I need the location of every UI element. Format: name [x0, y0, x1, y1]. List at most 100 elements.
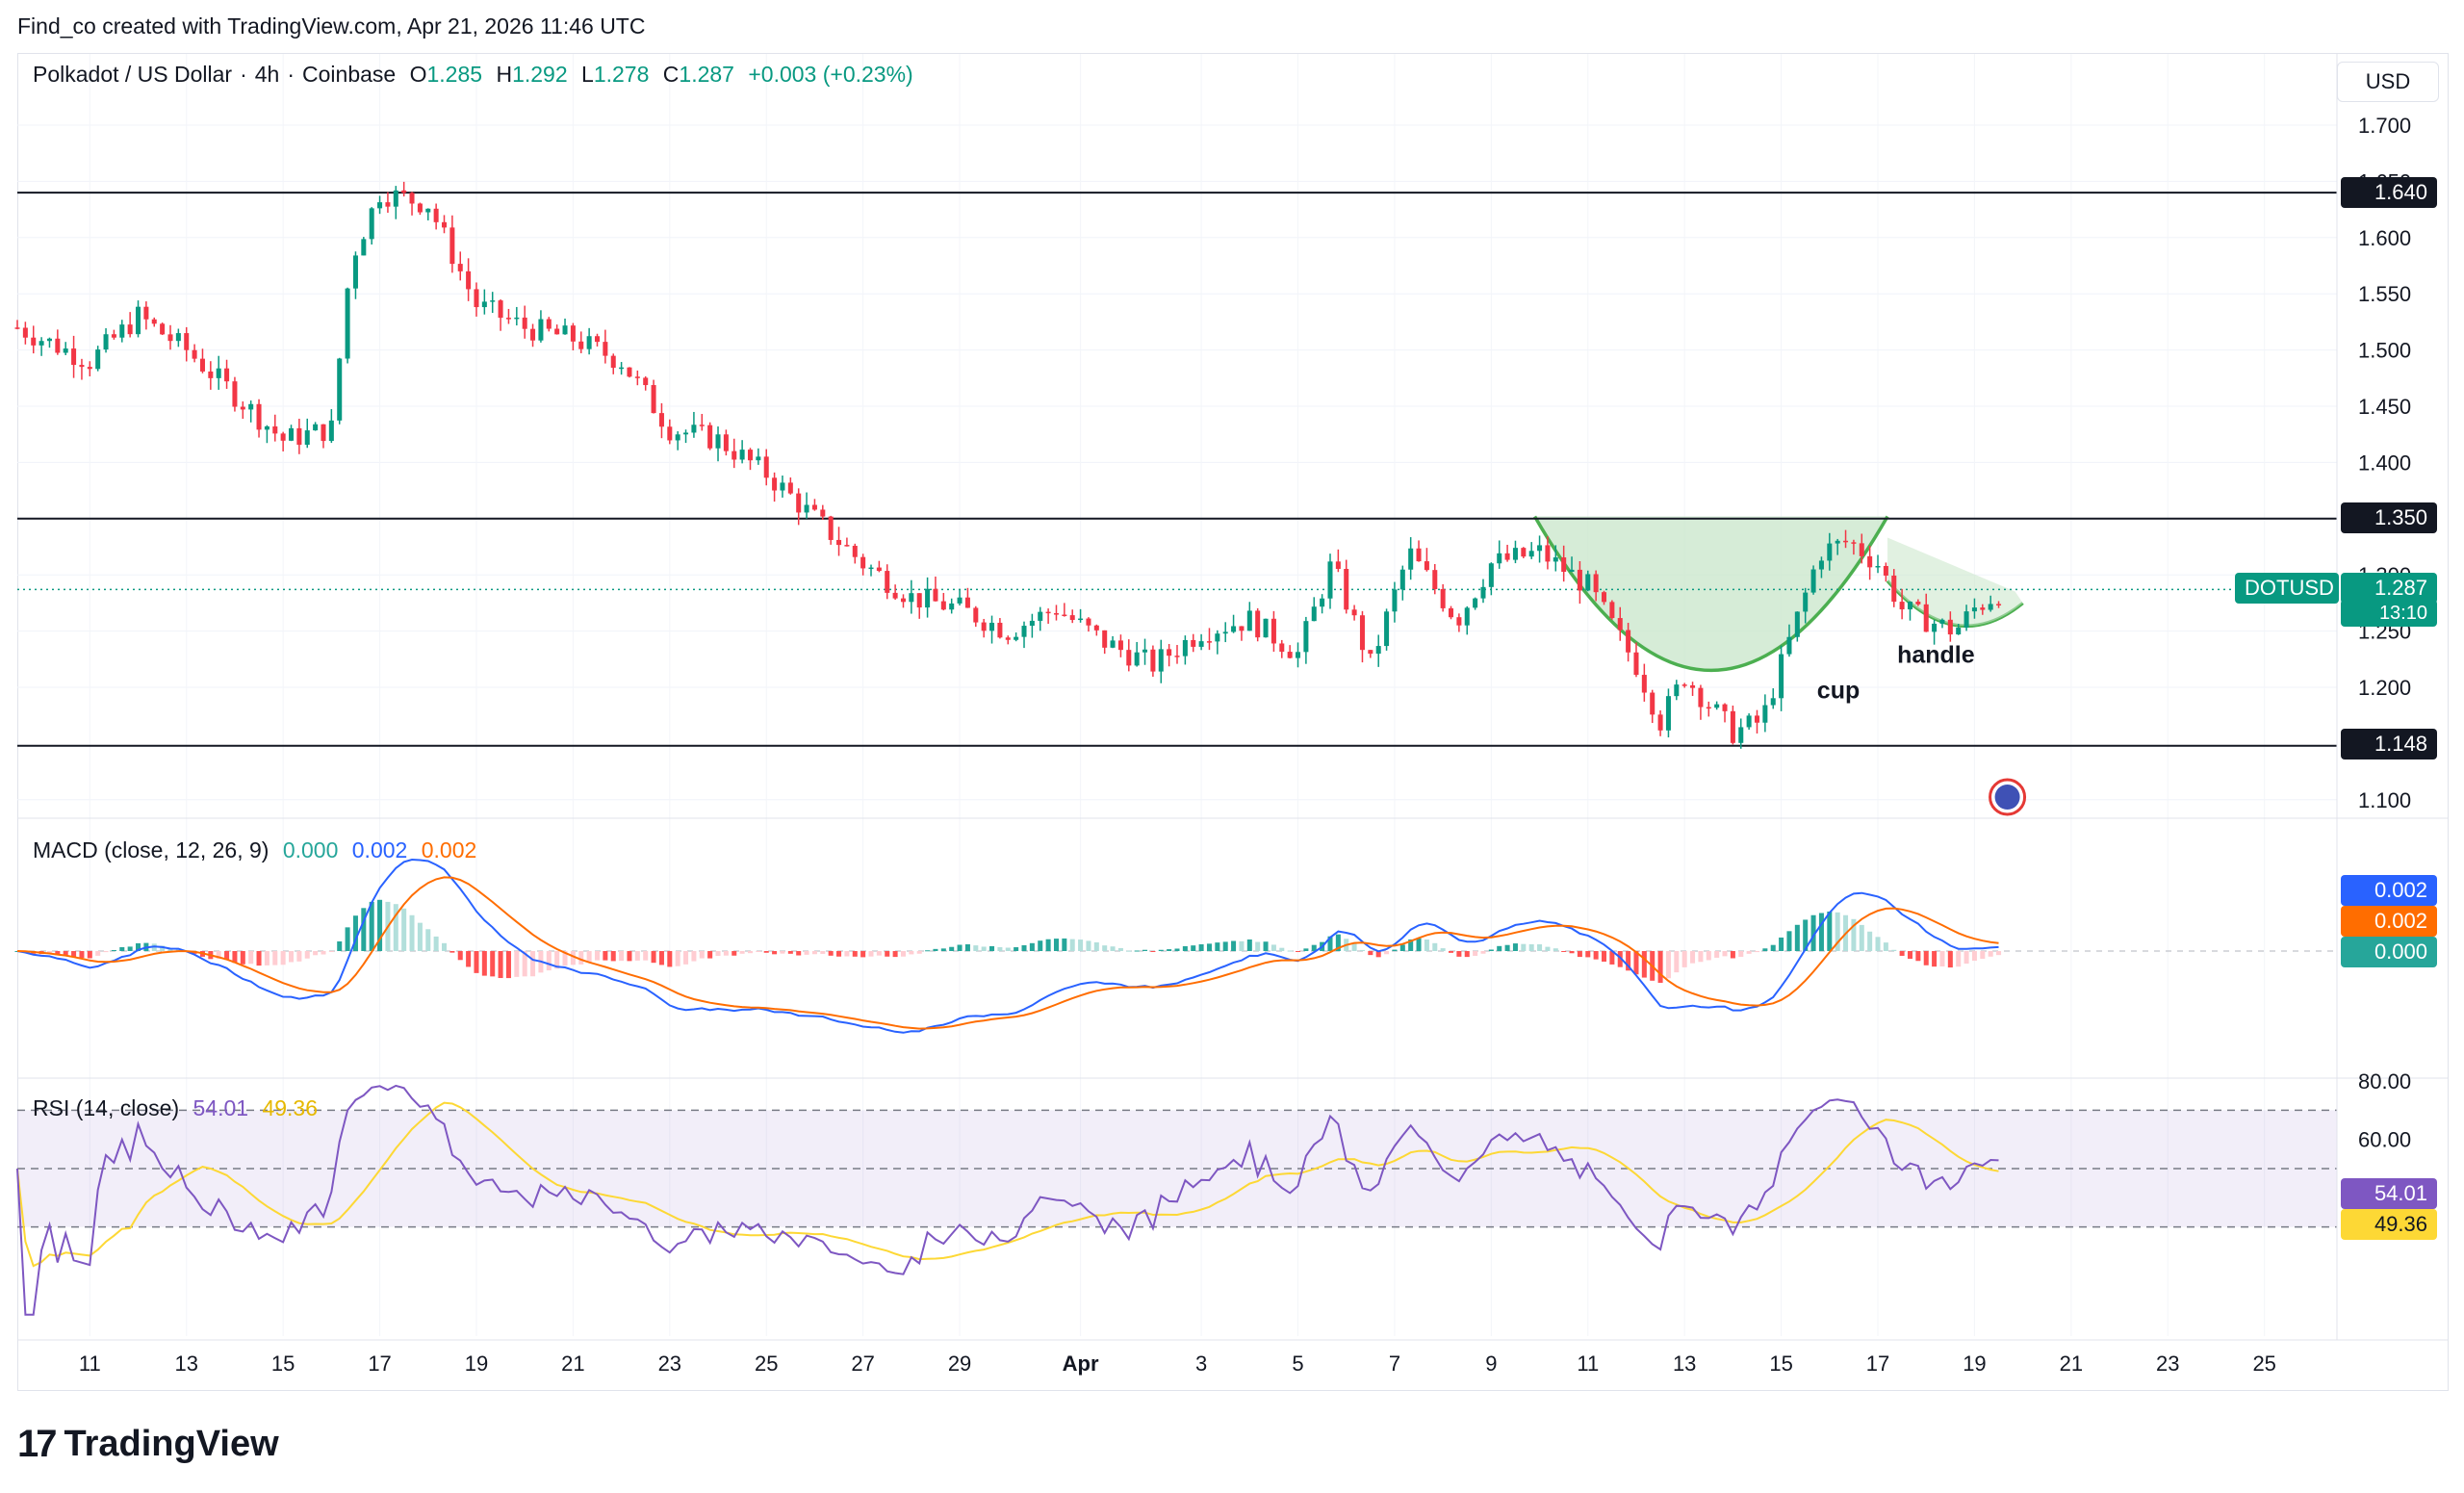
- macd-histogram-bar: [313, 951, 319, 956]
- candle-body: [1738, 727, 1744, 743]
- candle-body: [1311, 606, 1317, 622]
- macd-histogram-bar: [772, 951, 778, 955]
- macd-histogram-bar: [1923, 951, 1929, 965]
- candle-body: [1553, 557, 1558, 562]
- macd-histogram-bar: [1117, 947, 1123, 951]
- candle-body: [1779, 654, 1784, 699]
- macd-legend: MACD (close, 12, 26, 9) 0.000 0.002 0.00…: [33, 837, 484, 863]
- macd-histogram-bar: [732, 951, 737, 956]
- currency-selector[interactable]: USD: [2337, 62, 2439, 102]
- candle-body: [449, 227, 455, 265]
- macd-histogram-bar: [248, 951, 254, 965]
- rsi-tick-label: 60.00: [2358, 1128, 2411, 1152]
- macd-histogram-bar: [1021, 944, 1027, 951]
- candle-body: [1093, 625, 1099, 631]
- candle-body: [554, 328, 560, 335]
- macd-histogram-bar: [1947, 951, 1953, 968]
- macd-histogram-bar: [1827, 911, 1833, 951]
- candle-body: [1174, 656, 1180, 657]
- macd-histogram-bar: [1303, 948, 1309, 951]
- low-value: 1.278: [593, 62, 650, 87]
- macd-histogram-bar: [1488, 949, 1494, 951]
- macd-axis-pill: 0.002: [2341, 875, 2437, 906]
- macd-histogram-bar: [1473, 951, 1478, 956]
- tradingview-logo[interactable]: 17 TradingView: [17, 1423, 279, 1466]
- candle-body: [160, 323, 166, 335]
- macd-title[interactable]: MACD (close, 12, 26, 9): [33, 837, 270, 862]
- macd-histogram-bar: [554, 951, 560, 969]
- candle-body: [1255, 610, 1261, 638]
- rsi-pane: [16, 1084, 2337, 1316]
- time-tick-label: 19: [1963, 1351, 1986, 1376]
- macd-histogram-bar: [1512, 943, 1518, 951]
- candle-body: [280, 433, 286, 441]
- macd-histogram-bar: [1835, 912, 1840, 951]
- macd-histogram-bar: [1086, 940, 1091, 951]
- macd-histogram-bar: [1206, 943, 1212, 951]
- candle-body: [578, 341, 584, 349]
- time-tick-label: 9: [1485, 1351, 1497, 1376]
- macd-histogram-bar: [1681, 951, 1687, 967]
- candle-body: [1126, 650, 1132, 666]
- rsi-title[interactable]: RSI (14, close): [33, 1095, 180, 1120]
- candle-body: [1270, 618, 1276, 644]
- macd-histogram-bar: [409, 914, 415, 951]
- candle-body: [691, 425, 697, 433]
- macd-histogram-bar: [1424, 939, 1429, 951]
- macd-histogram-bar: [1971, 951, 1977, 962]
- candle-body: [957, 597, 962, 604]
- macd-histogram-bar: [393, 904, 398, 951]
- candle-body: [1947, 619, 1953, 635]
- macd-histogram-bar: [1110, 946, 1116, 951]
- macd-histogram-bar: [1335, 934, 1341, 951]
- candle-body: [1569, 569, 1575, 573]
- candle-body: [546, 319, 552, 329]
- candle-body: [1577, 569, 1582, 591]
- candle-body: [1827, 543, 1833, 561]
- macd-histogram-bar: [1794, 924, 1800, 951]
- macd-histogram-bar: [586, 951, 592, 963]
- macd-histogram-bar: [1521, 943, 1527, 951]
- macd-histogram-bar: [481, 951, 487, 976]
- price-tick-label: 1.450: [2358, 395, 2411, 419]
- axes: [17, 54, 2449, 1341]
- macd-histogram-bar: [989, 945, 995, 951]
- candle-body: [1633, 652, 1639, 676]
- rsi-line: [16, 1084, 1999, 1316]
- candle-body: [1206, 641, 1212, 643]
- candle-body: [433, 208, 439, 222]
- hist-axis-pill: 0.000: [2341, 937, 2437, 967]
- time-tick-label: 15: [1769, 1351, 1792, 1376]
- candle-body: [909, 593, 914, 603]
- candle-body: [337, 358, 343, 421]
- price-tick-label: 1.400: [2358, 450, 2411, 475]
- candle-body: [505, 318, 511, 320]
- symbol-name[interactable]: Polkadot / US Dollar: [33, 62, 233, 87]
- macd-histogram-bar: [876, 951, 882, 956]
- rsi-legend: RSI (14, close) 54.01 49.36: [33, 1095, 325, 1121]
- macd-histogram-bar: [1093, 941, 1099, 951]
- macd-histogram-bar: [1907, 951, 1913, 960]
- candle-body: [184, 333, 190, 350]
- macd-signal-value: 0.002: [421, 837, 477, 862]
- macd-hist-value: 0.000: [282, 837, 339, 862]
- candle-body: [1038, 611, 1043, 621]
- macd-histogram-bar: [232, 951, 238, 964]
- candle-body: [1062, 614, 1067, 617]
- macd-histogram-bar: [1005, 947, 1011, 951]
- candle-body: [240, 406, 245, 410]
- macd-histogram-bar: [1553, 948, 1558, 951]
- candle-body: [417, 203, 423, 213]
- macd-histogram-bar: [1988, 951, 1993, 957]
- candle-body: [1770, 698, 1776, 706]
- macd-histogram-bar: [1770, 944, 1776, 951]
- candle-body: [1215, 633, 1220, 642]
- candle-body: [651, 385, 656, 414]
- macd-histogram-bar: [1932, 951, 1938, 967]
- candle-body: [643, 377, 649, 386]
- candle-body: [1480, 586, 1486, 599]
- macd-histogram-bar: [658, 951, 664, 965]
- macd-histogram-bar: [417, 922, 423, 951]
- candle-body: [208, 371, 214, 378]
